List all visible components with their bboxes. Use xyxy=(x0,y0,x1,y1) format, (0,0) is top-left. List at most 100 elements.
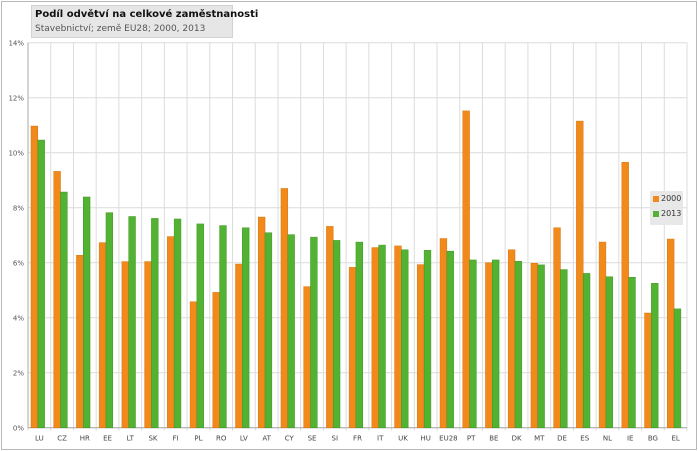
bar-2013-RO xyxy=(219,225,227,428)
bar-2013-HU xyxy=(423,250,432,428)
bar-2013-SE xyxy=(310,236,318,428)
bar-2013-LT xyxy=(128,216,136,428)
bar-2000-LV xyxy=(235,263,243,428)
bar-2000-NL xyxy=(598,241,607,428)
x-tick-label: SI xyxy=(332,435,339,443)
bar-2013-EE xyxy=(105,212,114,428)
bar-2000-HR xyxy=(76,255,84,428)
bar-2013-UK xyxy=(401,249,409,428)
x-tick-label: CZ xyxy=(57,435,67,443)
bar-2000-DE xyxy=(553,227,561,428)
bar-2000-LU xyxy=(30,125,39,428)
x-tick-label: AT xyxy=(262,435,271,443)
x-tick-label: RO xyxy=(216,435,227,443)
y-tick-label: 0% xyxy=(13,425,24,433)
bar-2000-FR xyxy=(348,267,357,428)
x-tick-label: IE xyxy=(627,435,634,443)
bar-2013-FI xyxy=(173,218,182,428)
bar-2000-BG xyxy=(644,312,652,428)
x-tick-label: EU28 xyxy=(439,435,457,443)
x-tick-label: DK xyxy=(512,435,522,443)
bar-2000-SK xyxy=(144,261,152,428)
x-tick-label: HU xyxy=(420,435,430,443)
x-tick-label: PL xyxy=(194,435,202,443)
x-tick-label: UK xyxy=(398,435,408,443)
bar-2000-PL xyxy=(189,301,198,428)
bar-2013-EL xyxy=(673,308,682,428)
x-tick-label: DE xyxy=(557,435,567,443)
bar-2000-UK xyxy=(394,245,402,428)
x-tick-label: EE xyxy=(103,435,112,443)
bar-2013-DK xyxy=(514,261,523,428)
y-tick-label: 6% xyxy=(13,260,24,268)
bar-2000-SI xyxy=(326,226,334,428)
bar-2013-IE xyxy=(628,277,636,428)
bar-2013-PL xyxy=(196,223,204,428)
x-tick-label: BE xyxy=(489,435,498,443)
bar-2000-CY xyxy=(280,188,289,428)
x-tick-label: CY xyxy=(285,435,295,443)
bar-2013-EU28 xyxy=(446,250,454,428)
bar-2013-SI xyxy=(332,240,341,428)
bar-2000-HU xyxy=(417,264,425,428)
bar-2013-LV xyxy=(242,227,250,428)
bar-2000-DK xyxy=(507,249,516,428)
x-tick-label: ES xyxy=(580,435,589,443)
bar-2013-NL xyxy=(605,276,613,428)
x-tick-label: HR xyxy=(80,435,90,443)
bar-2000-EE xyxy=(98,242,107,428)
bar-2000-AT xyxy=(257,216,266,428)
chart-subtitle: Stavebnictví; země EU28; 2000, 2013 xyxy=(35,24,206,34)
bar-2013-HR xyxy=(82,196,91,428)
x-tick-label: EL xyxy=(671,435,679,443)
x-tick-label: PT xyxy=(467,435,476,443)
x-tick-label: FI xyxy=(173,435,179,443)
bar-2013-IT xyxy=(378,244,386,428)
x-tick-label: IT xyxy=(377,435,384,443)
bar-2013-BG xyxy=(651,283,659,428)
legend: 2000 2013 xyxy=(650,191,683,225)
bar-2000-LT xyxy=(121,261,129,428)
bar-2000-ES xyxy=(576,120,584,428)
bar-2013-CY xyxy=(287,234,295,428)
bar-2013-DE xyxy=(560,269,568,428)
title-box: Podíl odvětví na celkové zaměstnanosti S… xyxy=(31,5,258,38)
bar-2000-EL xyxy=(667,238,675,428)
bar-2013-BE xyxy=(492,259,500,428)
legend-label: 2000 xyxy=(661,194,682,203)
legend-item-2013: 2013 xyxy=(650,206,683,221)
bar-2013-AT xyxy=(264,232,273,428)
bar-2013-LU xyxy=(37,139,45,428)
bar-2000-FI xyxy=(167,236,175,428)
y-tick-label: 2% xyxy=(13,370,24,378)
bar-2013-CZ xyxy=(60,191,68,428)
y-tick-label: 4% xyxy=(13,315,24,323)
bar-2000-BE xyxy=(485,262,493,428)
bar-2013-FR xyxy=(355,241,363,428)
legend-label: 2013 xyxy=(661,209,682,218)
y-tick-label: 14% xyxy=(8,40,24,48)
x-tick-label: NL xyxy=(603,435,612,443)
y-tick-label: 10% xyxy=(8,150,24,158)
x-tick-label: SK xyxy=(148,435,157,443)
x-tick-label: MT xyxy=(534,435,545,443)
bar-2000-SE xyxy=(303,286,311,428)
bar-2000-PT xyxy=(462,110,470,428)
bar-2000-IT xyxy=(371,247,379,428)
bar-2000-IE xyxy=(621,162,629,428)
legend-swatch xyxy=(653,195,659,202)
legend-swatch xyxy=(653,210,659,217)
bar-2013-PT xyxy=(469,259,477,428)
y-tick-label: 8% xyxy=(13,205,24,213)
x-tick-label: BG xyxy=(648,435,658,443)
chart-title: Podíl odvětví na celkové zaměstnanosti xyxy=(35,9,259,20)
legend-item-2000: 2000 xyxy=(650,191,683,206)
x-tick-label: SE xyxy=(308,435,317,443)
x-tick-label: LV xyxy=(240,435,248,443)
bar-2000-CZ xyxy=(53,171,61,428)
y-tick-label: 12% xyxy=(8,95,24,103)
bar-2013-ES xyxy=(582,273,591,428)
